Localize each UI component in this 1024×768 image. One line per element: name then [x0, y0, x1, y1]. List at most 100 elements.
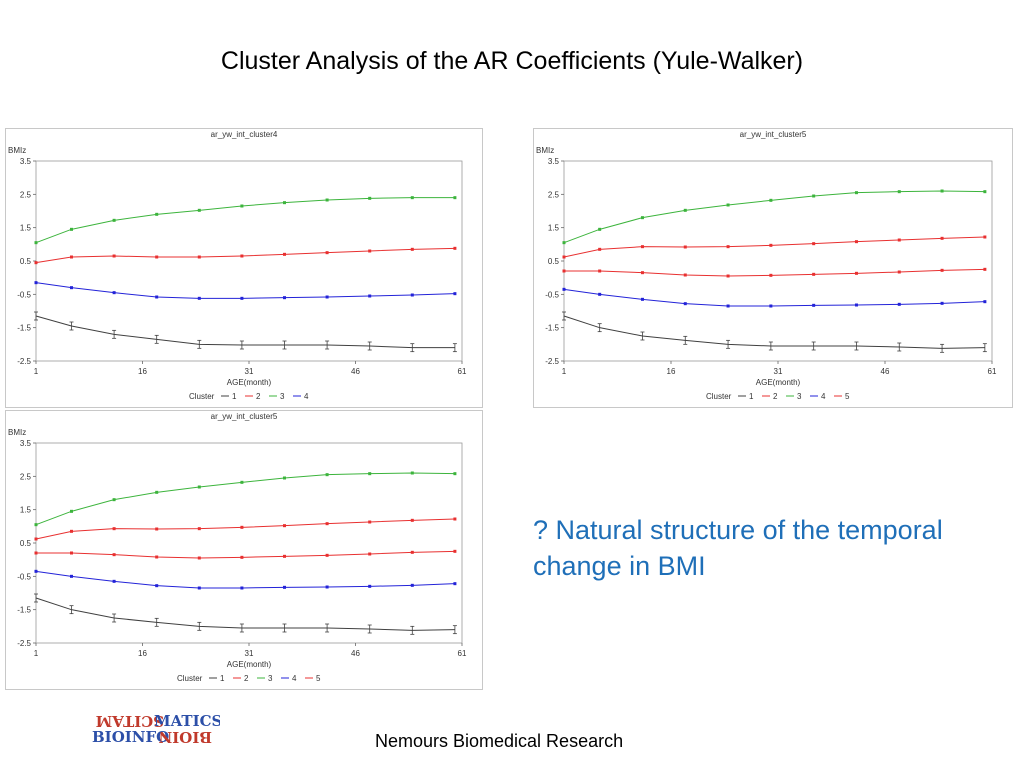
series-line-3: [563, 190, 985, 244]
data-point-series-1: [367, 624, 372, 634]
x-tick-label: 46: [881, 367, 890, 376]
data-point-series-2: [410, 247, 414, 251]
data-point-series-5: [453, 517, 457, 521]
plot-frame: [35, 160, 463, 362]
chart-cluster5-bottom: ar_yw_int_cluster5 BMIz 3.5 2.5 1.5 0.5 -0.5 -1…: [5, 410, 483, 690]
legend-label-2: 2: [773, 392, 778, 401]
data-point-series-4: [197, 586, 201, 590]
data-point-series-2: [562, 269, 566, 273]
data-point-series-5: [726, 245, 730, 249]
data-point-series-4: [70, 574, 73, 578]
data-point-series-1: [239, 340, 244, 350]
data-point-series-3: [197, 485, 201, 489]
y-tick-label: 2.5: [20, 472, 32, 481]
data-point-series-3: [283, 201, 286, 205]
legend-label-3: 3: [280, 392, 285, 401]
data-point-series-5: [155, 527, 159, 531]
x-tick-label: 1: [34, 649, 39, 658]
data-point-series-4: [283, 296, 286, 300]
data-point-series-5: [897, 238, 901, 242]
data-point-series-3: [325, 473, 329, 477]
x-tick-label: 1: [34, 367, 39, 376]
data-point-series-3: [726, 203, 730, 207]
data-point-series-4: [562, 287, 566, 291]
x-tick-label: 46: [351, 649, 360, 658]
data-point-series-2: [940, 268, 944, 272]
data-point-series-4: [34, 569, 38, 573]
data-point-series-4: [240, 586, 244, 590]
x-axis-label: AGE(month): [756, 378, 801, 387]
data-point-series-4: [983, 300, 987, 304]
legend-label-3: 3: [268, 674, 273, 683]
series-line-5: [35, 518, 455, 540]
data-point-series-1: [34, 593, 38, 603]
data-point-series-5: [70, 529, 73, 533]
data-point-series-2: [325, 251, 329, 255]
data-point-series-4: [683, 302, 687, 306]
data-point-series-1: [112, 613, 117, 623]
y-tick-label: 1.5: [20, 224, 32, 233]
data-point-series-2: [240, 555, 244, 559]
data-point-series-1: [154, 617, 159, 627]
x-axis-label: AGE(month): [227, 660, 272, 669]
x-tick-label: 61: [458, 367, 467, 376]
data-point-series-1: [34, 311, 38, 321]
legend-label-3: 3: [797, 392, 802, 401]
data-point-series-1: [597, 323, 602, 333]
data-point-series-5: [240, 525, 244, 529]
data-point-series-1: [854, 341, 859, 351]
data-point-series-2: [34, 261, 38, 265]
data-point-series-4: [325, 295, 329, 299]
data-point-series-1: [452, 625, 457, 635]
x-axis-label: AGE(month): [227, 378, 272, 387]
data-point-series-5: [34, 537, 38, 541]
data-point-series-3: [453, 196, 457, 200]
data-point-series-1: [640, 331, 645, 341]
data-point-series-3: [70, 227, 73, 231]
x-tick-label: 31: [245, 649, 254, 658]
y-tick-label: 3.5: [20, 439, 32, 448]
data-point-series-3: [683, 208, 687, 212]
legend-title: Cluster: [177, 674, 203, 683]
data-point-series-4: [598, 292, 602, 296]
data-point-series-1: [940, 343, 945, 353]
data-point-series-5: [562, 255, 566, 259]
data-point-series-5: [197, 527, 201, 531]
data-point-series-5: [325, 522, 329, 526]
data-point-series-3: [410, 471, 414, 475]
y-tick-label: 0.5: [20, 539, 32, 548]
series-line-3: [35, 197, 455, 244]
data-point-series-2: [640, 271, 644, 275]
x-tick-label: 61: [458, 649, 467, 658]
data-point-series-4: [769, 304, 773, 308]
data-point-series-2: [683, 273, 687, 277]
data-point-series-1: [768, 341, 773, 351]
data-point-series-3: [640, 216, 644, 220]
data-point-series-4: [112, 579, 116, 583]
data-point-series-2: [854, 271, 858, 275]
series-line-4: [35, 570, 455, 589]
data-point-series-3: [34, 241, 38, 245]
data-point-series-1: [683, 335, 688, 345]
legend-title: Cluster: [189, 392, 215, 401]
data-point-series-2: [453, 246, 457, 250]
data-point-series-3: [34, 523, 38, 527]
x-tick-label: 31: [245, 367, 254, 376]
data-point-series-5: [769, 243, 773, 247]
data-point-series-2: [197, 556, 201, 560]
y-tick-label: -2.5: [17, 357, 31, 366]
data-point-series-1: [367, 341, 372, 351]
data-point-series-3: [283, 476, 286, 480]
data-point-series-2: [112, 553, 116, 557]
data-point-series-3: [155, 490, 159, 494]
y-tick-label: -1.5: [545, 324, 559, 333]
data-point-series-1: [239, 623, 244, 633]
legend-label-5: 5: [845, 392, 850, 401]
data-point-series-1: [452, 343, 457, 353]
data-point-series-3: [368, 196, 372, 200]
data-point-series-2: [34, 551, 38, 555]
data-point-series-5: [368, 520, 372, 524]
y-tick-label: -1.5: [17, 324, 31, 333]
y-tick-label: -1.5: [17, 606, 31, 615]
x-tick-label: 16: [667, 367, 676, 376]
